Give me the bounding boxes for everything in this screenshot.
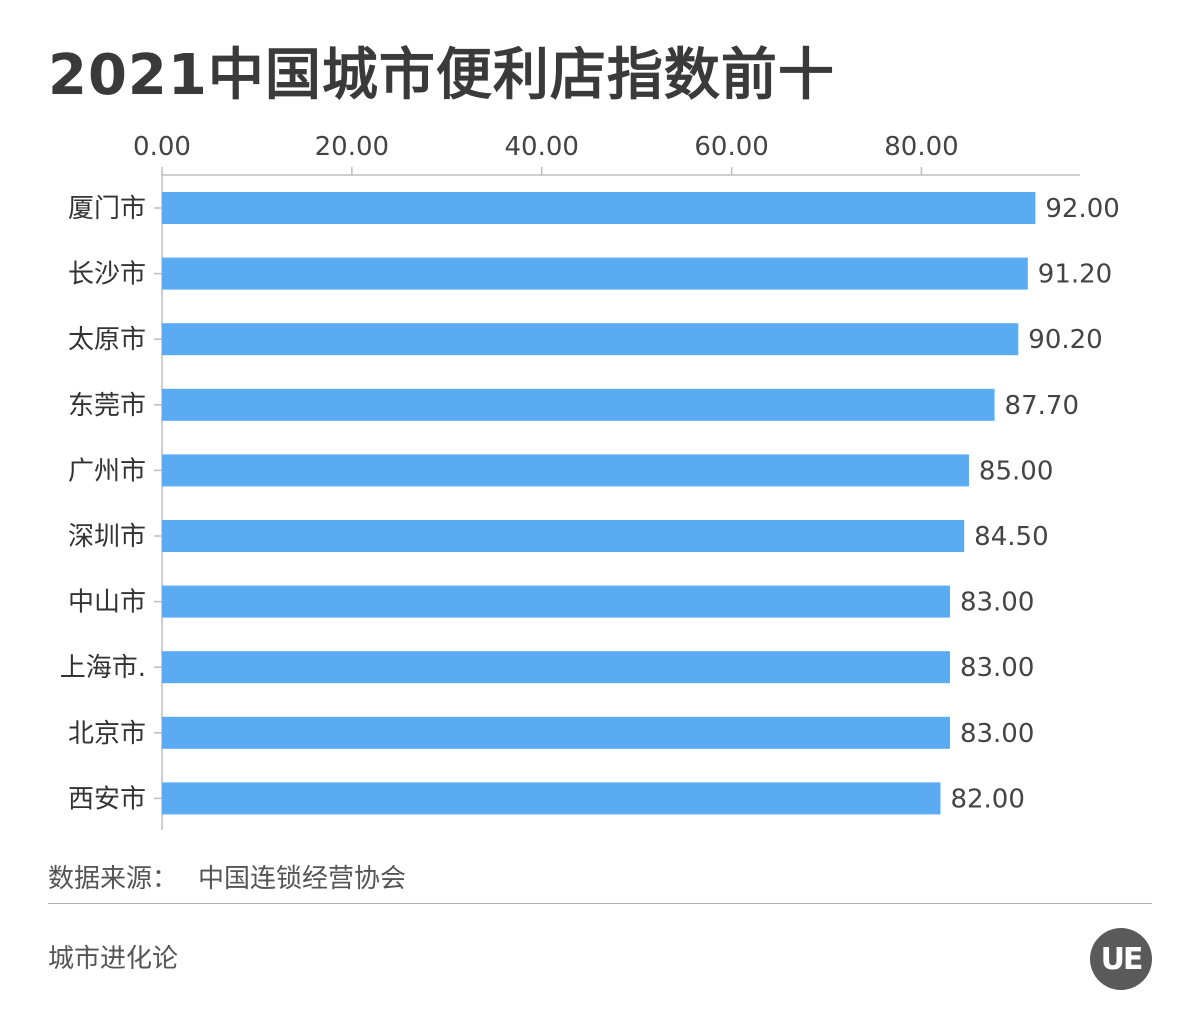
source-value: 中国连锁经营协会	[198, 864, 407, 894]
chart-title: 2021中国城市便利店指数前十	[48, 43, 835, 108]
bar	[162, 651, 950, 684]
bar	[162, 388, 995, 421]
category-label: 西安市	[68, 784, 146, 814]
bar-chart: 0.00 20.00 40.00 60.00 80.00 厦门市 92.00 长沙市 91.20…	[60, 132, 1120, 830]
bar	[162, 454, 969, 487]
category-label: 东莞市	[68, 391, 146, 421]
category-label: 长沙市	[68, 260, 146, 290]
x-tick-label: 40.00	[505, 132, 579, 162]
data-label: 83.00	[960, 719, 1034, 749]
brand-logo: UE	[1090, 928, 1152, 990]
category-label: 太原市	[68, 325, 146, 355]
data-label: 83.00	[960, 588, 1034, 618]
bar	[162, 782, 941, 815]
footer-divider	[48, 903, 1152, 904]
category-label: 广州市	[68, 456, 146, 486]
data-label: 84.50	[974, 522, 1048, 552]
category-label: 厦门市	[68, 194, 146, 224]
x-tick-label: 80.00	[884, 132, 958, 162]
bar	[162, 716, 950, 749]
x-tick-label: 20.00	[315, 132, 389, 162]
bar	[162, 520, 965, 552]
logo-text: UE	[1100, 941, 1144, 977]
data-label: 87.70	[1005, 391, 1079, 421]
data-source: 数据来源： 中国连锁经营协会	[48, 858, 406, 895]
x-tick-label: 60.00	[694, 132, 768, 162]
bar	[162, 585, 950, 618]
bar	[162, 192, 1036, 224]
category-label: 北京市	[68, 719, 146, 749]
category-label: 中山市	[68, 588, 146, 618]
data-label: 85.00	[979, 456, 1053, 486]
category-label: 深圳市	[68, 522, 146, 552]
x-tick-label: 0.00	[133, 132, 191, 162]
source-label: 数据来源：	[48, 864, 179, 894]
bar	[162, 323, 1019, 356]
data-label: 90.20	[1028, 325, 1102, 355]
data-label: 91.20	[1038, 260, 1112, 290]
footer-brand: 城市进化论	[48, 944, 179, 974]
category-label: 上海市.	[60, 653, 146, 683]
data-label: 92.00	[1045, 194, 1119, 224]
data-label: 83.00	[960, 653, 1034, 683]
data-label: 82.00	[950, 784, 1024, 814]
bar	[162, 257, 1028, 290]
